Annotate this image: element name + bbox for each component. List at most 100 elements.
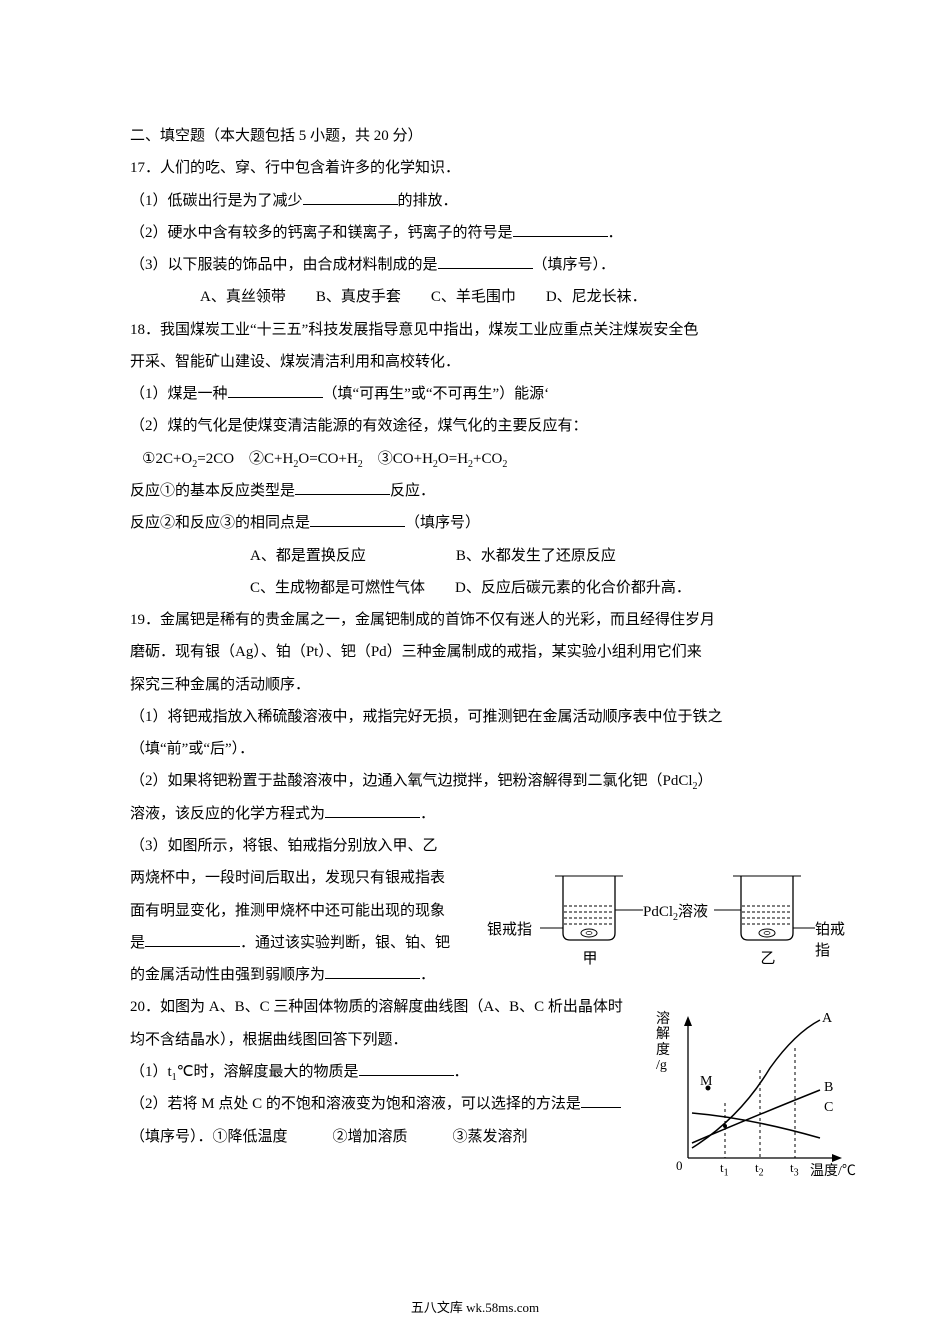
q17-p1: （1）低碳出行是为了减少 的排放． [130, 185, 820, 217]
text: 度 [656, 1043, 670, 1058]
text: 反应． [390, 483, 435, 499]
text: （填序号）． [533, 257, 616, 273]
text: ． [608, 225, 623, 241]
q19-p3e: 的金属活动性由强到弱顺序为 ． [130, 959, 500, 991]
text: 反应①的基本反应类型是 [130, 483, 295, 499]
text: 是 [130, 935, 145, 951]
q17-stem: 17．人们的吃、穿、行中包含着许多的化学知识． [130, 152, 820, 184]
text: =2CO ②C+H [197, 451, 293, 467]
text: ．通过该实验判断，银、铂、钯 [240, 935, 450, 951]
series-b: B [824, 1080, 833, 1096]
text: O=CO+H [298, 451, 357, 467]
q18-stem1: 18．我国煤炭工业“十三五”科技发展指导意见中指出，煤炭工业应重点关注煤炭安全色 [130, 314, 820, 346]
origin-label: 0 [676, 1158, 683, 1174]
sub: 2 [759, 1168, 764, 1179]
solubility-chart: 溶 解 度 /g A B C M 0 t1 t2 t3 温度/℃ [650, 1008, 850, 1188]
footer: 五八文库 wk.58ms.com [0, 1297, 950, 1316]
text: PdCl [643, 904, 673, 920]
q19-p3b: 两烧杯中，一段时间后取出，发现只有银戒指表 [130, 862, 500, 894]
q19-p2a: （2）如果将钯粉置于盐酸溶液中，边通入氧气边搅拌，钯粉溶解得到二氯化钯（PdCl… [130, 765, 820, 798]
blank [513, 222, 608, 237]
right-beaker [733, 876, 801, 940]
blank [145, 932, 240, 947]
text: 的金属活动性由强到弱顺序为 [130, 967, 325, 983]
q18-r1: 反应①的基本反应类型是 反应． [130, 475, 820, 507]
left-beaker [555, 876, 623, 940]
q20-stem1: 20．如图为 A、B、C 三种固体物质的溶解度曲线图（A、B、C 析出晶体时 [130, 991, 630, 1023]
text: ． [420, 967, 435, 983]
text: /g [656, 1058, 670, 1073]
sub: 2 [502, 459, 507, 470]
tick1: t1 [720, 1160, 729, 1179]
text: ③CO+H [363, 451, 433, 467]
label-right: 铂戒指 [815, 918, 845, 960]
blank [228, 383, 323, 398]
q20-stem2: 均不含结晶水），根据曲线图回答下列题． [130, 1024, 630, 1056]
tick3: t3 [790, 1160, 799, 1179]
q17-opts: A、真丝领带 B、真皮手套 C、羊毛围巾 D、尼龙长袜． [130, 281, 820, 313]
q17-p2: （2）硬水中含有较多的钙离子和镁离子，钙离子的符号是 ． [130, 217, 820, 249]
q20-p2a: （2）若将 M 点处 C 的不饱和溶液变为饱和溶液，可以选择的方法是 [130, 1088, 630, 1120]
blank [359, 1061, 454, 1076]
blank [295, 480, 390, 495]
blank [310, 512, 405, 527]
label-left: 银戒指 [487, 918, 532, 939]
cup-right-label: 乙 [760, 951, 775, 967]
section-header: 二、填空题（本大题包括 5 小题，共 20 分） [130, 120, 820, 152]
text: （2）硬水中含有较多的钙离子和镁离子，钙离子的符号是 [130, 225, 513, 241]
q18-r2: 反应②和反应③的相同点是 （填序号） [130, 507, 820, 539]
q19-p3a: （3）如图所示，将银、铂戒指分别放入甲、乙 [130, 830, 500, 862]
x-label: 温度/℃ [810, 1160, 856, 1180]
text: O=H [438, 451, 468, 467]
text: 反应②和反应③的相同点是 [130, 515, 310, 531]
text: （填序号） [405, 515, 480, 531]
text: ①2C+O [142, 451, 192, 467]
q20-p1: （1）t1℃时，溶解度最大的物质是． [130, 1056, 630, 1089]
label-mid: PdCl2溶液 [643, 900, 708, 923]
q18-p2: （2）煤的气化是使煤变清洁能源的有效途径，煤气化的主要反应有： [130, 410, 820, 442]
q17-p3: （3）以下服装的饰品中，由合成材料制成的是 （填序号）． [130, 249, 820, 281]
curve-b [692, 1090, 820, 1143]
text: 解 [656, 1027, 670, 1042]
q18-stem2: 开采、智能矿山建设、煤炭清洁利用和高校转化． [130, 346, 820, 378]
q19-p1a: （1）将钯戒指放入稀硫酸溶液中，戒指完好无损，可推测钯在金属活动顺序表中位于铁之 [130, 701, 820, 733]
q19-p3c: 面有明显变化，推测甲烧杯中还可能出现的现象 [130, 895, 500, 927]
point-m-label: M [700, 1074, 712, 1090]
blank [581, 1093, 621, 1108]
text: （3）以下服装的饰品中，由合成材料制成的是 [130, 257, 438, 273]
blank [325, 803, 420, 818]
q19-stem2: 磨砺．现有银（Ag）、铂（Pt）、钯（Pd）三种金属制成的戒指，某实验小组利用它… [130, 636, 820, 668]
text: （填“可再生”或“不可再生”）能源‘ [323, 386, 550, 402]
text: 溶 [656, 1012, 670, 1027]
q19-p2c: 溶液，该反应的化学方程式为 ． [130, 798, 820, 830]
cup-left-label: 甲 [582, 951, 597, 967]
q18-eq: ①2C+O2=2CO ②C+H2O=CO+H2 ③CO+H2O=H2+CO2 [130, 443, 820, 476]
sub: 3 [794, 1168, 799, 1179]
text: （1）低碳出行是为了减少 [130, 193, 303, 209]
text: +CO [473, 451, 502, 467]
q19-stem1: 19．金属钯是稀有的贵金属之一，金属钯制成的首饰不仅有迷人的光彩，而且经得住岁月 [130, 604, 820, 636]
q18-opt2: C、生成物都是可燃性气体 D、反应后碳元素的化合价都升高． [130, 572, 820, 604]
q19-p3d: 是 ．通过该实验判断，银、铂、钯 [130, 927, 500, 959]
text: ． [454, 1064, 469, 1080]
text: 溶液，该反应的化学方程式为 [130, 806, 325, 822]
y-label: 溶 解 度 /g [656, 1012, 670, 1074]
text: 的排放． [398, 193, 458, 209]
blank [325, 964, 420, 979]
q19-p1b: （填“前”或“后”）． [130, 733, 820, 765]
series-a: A [822, 1011, 832, 1027]
text: ） [698, 773, 713, 789]
text: ． [420, 806, 435, 822]
blank [438, 254, 533, 269]
text: ℃时，溶解度最大的物质是 [177, 1064, 359, 1080]
q18-opt1: A、都是置换反应 B、水都发生了还原反应 [130, 540, 820, 572]
text: （1）t [130, 1064, 172, 1080]
text: （2）如果将钯粉置于盐酸溶液中，边通入氧气边搅拌，钯粉溶解得到二氯化钯（PdCl [130, 773, 693, 789]
q18-p1: （1）煤是一种（填“可再生”或“不可再生”）能源‘ [130, 378, 820, 410]
q19-stem3: 探究三种金属的活动顺序． [130, 669, 820, 701]
text: 溶液 [678, 904, 708, 920]
text: （2）若将 M 点处 C 的不饱和溶液变为饱和溶液，可以选择的方法是 [130, 1096, 581, 1112]
blank [303, 190, 398, 205]
sub: 1 [724, 1168, 729, 1179]
beaker-diagram: 甲 乙 银戒指 PdCl2溶液 铂戒指 [495, 868, 845, 968]
